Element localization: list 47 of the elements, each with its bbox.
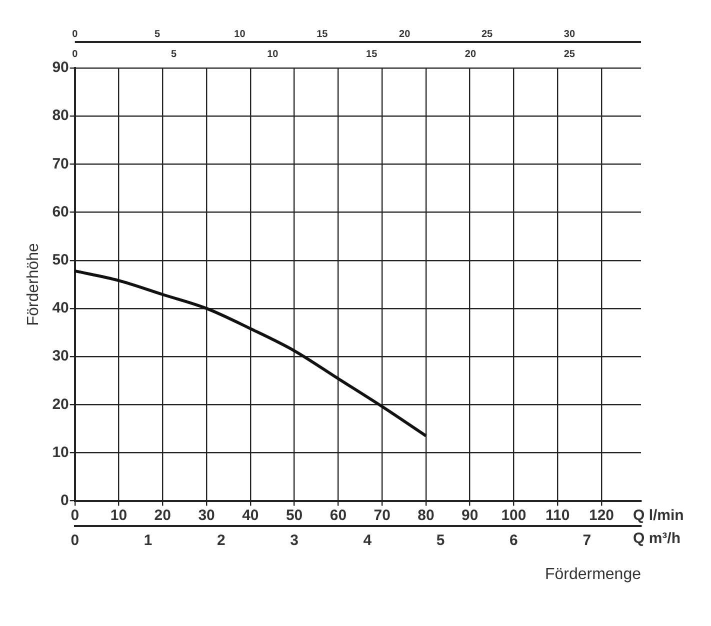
x-tick-label: 20 — [154, 506, 171, 524]
text: 10 — [234, 28, 246, 40]
text: 30 — [564, 28, 576, 40]
y-tick-label: 70 — [52, 155, 69, 172]
y-tick-label: 0 — [60, 492, 69, 509]
x-tick-label: 50 — [286, 506, 303, 524]
x-tick-label: 110 — [546, 506, 570, 524]
x-tick-label: 90 — [462, 506, 478, 524]
y-tick-label: 60 — [52, 203, 69, 220]
text: 20 — [399, 28, 411, 40]
x-tick-label: 30 — [198, 506, 215, 524]
text: 25 — [481, 28, 494, 40]
x2-tick-label: 4 — [363, 532, 372, 549]
text: 25 — [564, 48, 576, 60]
y-tick-label: 20 — [52, 396, 69, 413]
x2-tick-label: 2 — [216, 532, 226, 549]
x2-tick-label: 7 — [582, 532, 592, 549]
text: 0 — [72, 28, 78, 40]
y-tick-label: 30 — [52, 348, 69, 365]
y-tick-label: 40 — [52, 300, 69, 317]
text: 0 — [72, 48, 78, 60]
x2-tick-label: 1 — [144, 532, 152, 549]
text: 20 — [464, 48, 476, 60]
x-tick-label: 80 — [418, 506, 434, 524]
x2-tick-label: 3 — [290, 532, 298, 549]
y-tick-label: 80 — [52, 107, 69, 124]
text: 10 — [267, 48, 279, 60]
x-tick-label: 120 — [588, 506, 614, 524]
y-tick-label: 50 — [52, 251, 69, 268]
x-tick-label: 10 — [110, 506, 128, 524]
x2-tick-label: 5 — [436, 532, 445, 549]
y-axis-title: Förderhöhe — [25, 242, 42, 326]
x-tick-label: 40 — [242, 506, 259, 524]
text: Q l/min — [633, 506, 684, 524]
x-tick-label: 100 — [501, 506, 526, 524]
y-tick-label: 10 — [52, 444, 69, 461]
y-tick-label: 90 — [52, 59, 69, 76]
text: 15 — [316, 28, 328, 40]
text: 5 — [171, 48, 178, 60]
x2-axis-title: Q m³/h — [633, 530, 680, 547]
text: 15 — [366, 48, 378, 60]
x-tick-label: 60 — [330, 506, 347, 524]
x-axis-title: Fördermenge — [544, 566, 642, 583]
x2-tick-label: 6 — [510, 532, 518, 549]
line-series — [74, 269, 428, 438]
x-tick-label: 70 — [374, 506, 390, 524]
text: 5 — [154, 28, 161, 40]
